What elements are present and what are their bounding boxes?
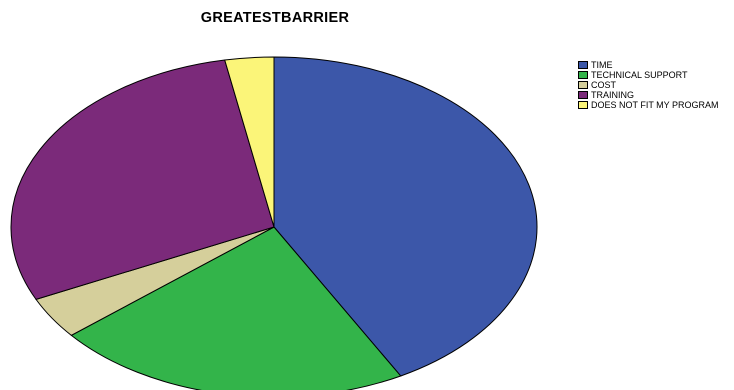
- pie-slice-time: [273, 56, 538, 377]
- legend-label: TECHNICAL SUPPORT: [591, 70, 688, 80]
- chart-title: GREATESTBARRIER: [200, 10, 350, 26]
- legend-label: TRAINING: [591, 90, 635, 100]
- legend-item: DOES NOT FIT MY PROGRAM: [578, 100, 734, 110]
- legend-item: TECHNICAL SUPPORT: [578, 70, 734, 80]
- legend-item: TIME: [578, 60, 734, 70]
- legend-swatch: [578, 91, 588, 99]
- legend-label: DOES NOT FIT MY PROGRAM: [591, 100, 719, 110]
- legend: TIME TECHNICAL SUPPORT COST TRAINING DOES NO…: [578, 60, 734, 110]
- pie-slice-training: [10, 59, 275, 300]
- legend-swatch: [578, 81, 588, 89]
- pie-slice-does-not-fit-my-program: [224, 56, 275, 228]
- pie-slices: [10, 56, 538, 390]
- legend-item: TRAINING: [578, 90, 734, 100]
- legend-swatch: [578, 61, 588, 69]
- pie-slice-technical-support: [70, 226, 402, 390]
- legend-swatch: [578, 101, 588, 109]
- legend-swatch: [578, 71, 588, 79]
- legend-label: TIME: [591, 60, 613, 70]
- legend-label: COST: [591, 80, 617, 90]
- legend-item: COST: [578, 80, 734, 90]
